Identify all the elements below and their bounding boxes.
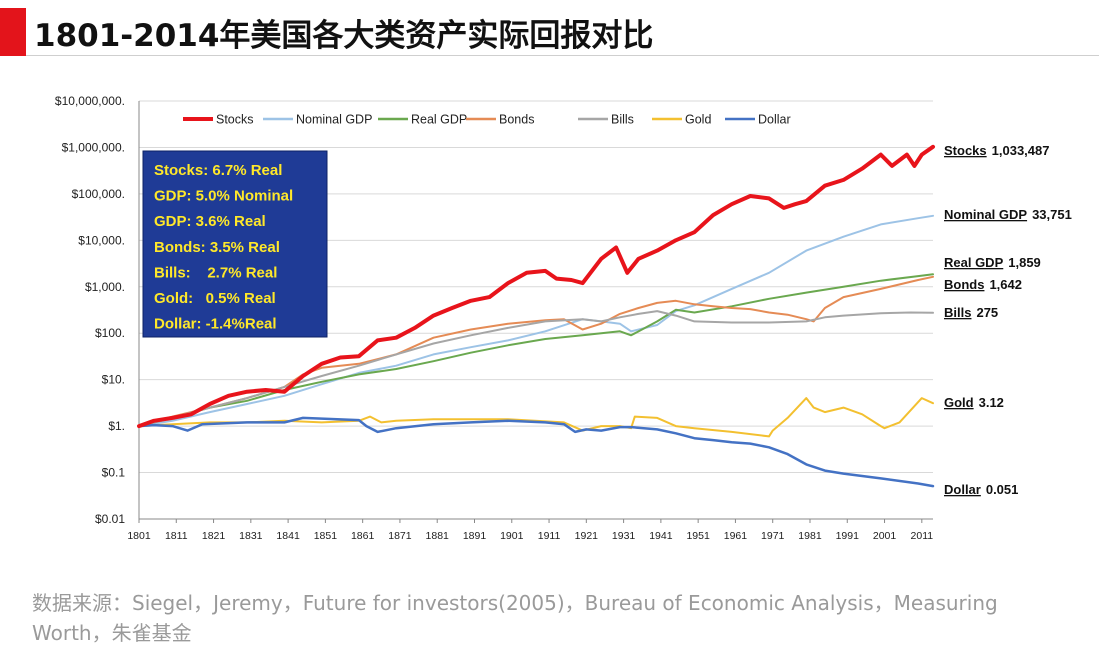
y-tick-label: $10,000,000. [55, 94, 125, 108]
x-tick-label: 1811 [165, 530, 188, 542]
annotation-line: Stocks: 6.7% Real [154, 162, 282, 179]
x-tick-label: 1801 [127, 530, 151, 542]
y-tick-label: $10. [102, 373, 125, 387]
x-tick-label: 1941 [649, 530, 673, 542]
x-tick-label: 1861 [351, 530, 375, 542]
annotation-line: Gold: 0.5% Real [154, 290, 276, 307]
legend-label: Gold [685, 113, 711, 127]
end-label-value: 33,751 [1032, 207, 1072, 222]
legend-label: Bills [611, 113, 634, 127]
y-tick-label: $1. [108, 419, 125, 433]
annotation-line: Dollar: -1.4%Real [154, 316, 277, 333]
series-lines [137, 144, 935, 488]
end-label-value: 275 [976, 305, 998, 320]
annotation-line: GDP: 3.6% Real [154, 213, 266, 230]
annotation-line: Bonds: 3.5% Real [154, 239, 280, 256]
end-label-value: 1,033,487 [992, 143, 1050, 158]
title-bar: 1801-2014年美国各大类资产实际回报对比 [0, 0, 1099, 56]
end-label-value: 1,642 [989, 277, 1022, 292]
y-tick-label: $100,000. [72, 187, 125, 201]
annotation-box-bg [142, 150, 328, 338]
end-label-name: Stocks [944, 143, 987, 158]
x-tick-label: 1981 [798, 530, 822, 542]
series-line-gold [138, 397, 934, 438]
legend-label: Stocks [216, 113, 254, 127]
y-tick-label: $0.1 [102, 466, 126, 480]
legend-label: Dollar [758, 113, 791, 127]
legend-label: Bonds [499, 113, 534, 127]
end-label-name: Real GDP [944, 255, 1004, 270]
end-label-name: Gold [944, 395, 974, 410]
title-accent-bar [0, 8, 26, 56]
legend-label: Nominal GDP [296, 113, 372, 127]
x-tick-label: 1921 [575, 530, 599, 542]
y-tick-label: $1,000. [85, 280, 125, 294]
end-label-name: Bills [944, 305, 971, 320]
end-label-value: 0.051 [986, 482, 1019, 497]
annotation-line: Bills: 2.7% Real [154, 264, 277, 281]
x-tick-label: 1871 [388, 530, 412, 542]
x-tick-label: 1851 [314, 530, 338, 542]
y-tick-label: $10,000. [78, 233, 125, 247]
legend-label: Real GDP [411, 113, 467, 127]
x-tick-label: 2001 [873, 530, 897, 542]
x-tick-label: 1931 [612, 530, 636, 542]
x-tick-label: 1891 [463, 530, 487, 542]
x-tick-label: 1901 [500, 530, 524, 542]
end-label-name: Nominal GDP [944, 207, 1027, 222]
title-divider [26, 55, 1099, 56]
y-tick-label: $1,000,000. [62, 140, 125, 154]
x-tick-label: 1831 [239, 530, 263, 542]
x-tick-label: 1821 [202, 530, 226, 542]
x-tick-label: 1991 [836, 530, 860, 542]
end-labels: Stocks 1,033,487 Nominal GDP 33,751 Real GDP… [944, 143, 1072, 497]
y-axis: $10,000,000. $1,000,000. $100,000. $10,000.… [55, 94, 140, 526]
x-tick-label: 1971 [761, 530, 785, 542]
end-label-value: 1,859 [1008, 255, 1041, 270]
annotation-box: Stocks: 6.7% Real GDP: 5.0% Nominal GDP: 3… [142, 150, 328, 338]
x-tick-label: 1881 [426, 530, 450, 542]
x-tick-label: 1841 [276, 530, 300, 542]
y-tick-label: $100. [95, 326, 125, 340]
x-tick-label: 1961 [724, 530, 748, 542]
y-tick-label: $0.01 [95, 512, 125, 526]
source-note: 数据来源：Siegel，Jeremy，Future for investors(… [32, 591, 998, 645]
series-line-stocks [137, 144, 935, 429]
x-tick-label: 2011 [911, 530, 934, 542]
x-tick-label: 1911 [538, 530, 561, 542]
series-line-dollar [137, 416, 935, 488]
end-label-name: Bonds [944, 277, 984, 292]
annotation-line: GDP: 5.0% Nominal [154, 188, 293, 205]
x-tick-label: 1951 [686, 530, 710, 542]
end-label-name: Dollar [944, 482, 981, 497]
legend: Stocks Nominal GDP Real GDP Bonds Bills Gold D… [183, 113, 791, 127]
x-axis: 1801 1811 1821 1831 1841 1851 1861 1871 1881 1891… [127, 518, 934, 542]
end-label-value: 3.12 [979, 395, 1004, 410]
page-title: 1801-2014年美国各大类资产实际回报对比 [34, 18, 654, 54]
